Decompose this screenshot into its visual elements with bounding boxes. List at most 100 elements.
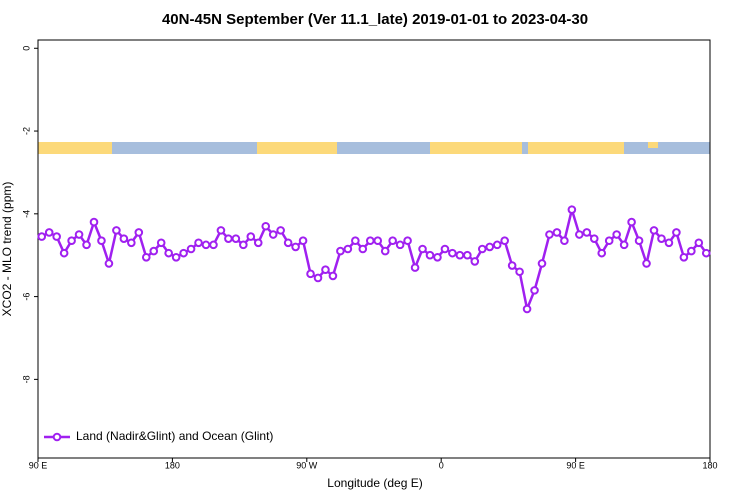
data-point <box>418 244 427 254</box>
data-point <box>522 304 532 314</box>
data-point <box>470 257 480 266</box>
y-axis-label: XCO2 - MLO trend (ppm) <box>0 182 14 317</box>
data-point <box>82 240 91 250</box>
x-tick-label: 90 E <box>29 460 48 470</box>
data-point <box>97 236 106 246</box>
y-tick-label: -2 <box>21 127 31 135</box>
data-point <box>545 230 554 239</box>
data-point <box>149 246 159 256</box>
data-point <box>194 238 203 248</box>
data-point <box>664 238 674 248</box>
data-point <box>67 236 76 246</box>
data-point <box>141 252 151 262</box>
data-point <box>59 248 69 258</box>
data-point <box>373 236 383 246</box>
data-point <box>74 230 84 239</box>
data-point <box>112 226 121 235</box>
data-point <box>156 238 166 248</box>
data-point <box>253 238 263 248</box>
data-point <box>246 232 256 241</box>
data-point <box>104 259 114 268</box>
data-point <box>612 230 621 239</box>
data-point <box>306 269 315 279</box>
data-point <box>291 242 300 252</box>
data-point <box>679 252 689 262</box>
data-point <box>388 236 397 246</box>
x-tick-label: 0 <box>439 460 444 470</box>
data-point <box>604 236 614 246</box>
y-tick-label: -6 <box>21 293 31 301</box>
x-tick-label: 90 E <box>566 460 585 470</box>
data-point <box>164 248 173 258</box>
data-point <box>657 234 666 243</box>
data-point <box>403 236 412 246</box>
data-point <box>351 236 360 246</box>
data-point <box>216 226 226 235</box>
data-point <box>477 244 487 254</box>
data-point <box>515 267 524 277</box>
data-point <box>425 250 435 260</box>
data-point <box>642 259 651 268</box>
data-point <box>186 244 196 254</box>
data-point <box>37 232 47 241</box>
data-point <box>433 252 442 262</box>
data-point <box>343 244 353 254</box>
data-point <box>530 286 539 295</box>
data-point <box>552 228 562 237</box>
data-point <box>649 226 659 235</box>
data-point <box>134 228 144 237</box>
y-tick-label: 0 <box>21 46 31 51</box>
data-point <box>455 250 465 260</box>
data-point <box>380 246 390 256</box>
data-point <box>268 230 278 239</box>
data-point <box>224 234 233 243</box>
data-point <box>298 236 308 246</box>
data-point <box>276 226 285 235</box>
x-axis-label: Longitude (deg E) <box>327 476 422 490</box>
data-point <box>567 205 577 214</box>
series-line <box>41 204 708 314</box>
legend-label: Land (Nadir&Glint) and Ocean (Glint) <box>76 429 273 443</box>
data-point <box>440 244 450 254</box>
data-point <box>127 238 136 248</box>
data-point <box>634 236 644 246</box>
data-point <box>231 234 241 243</box>
data-point <box>701 248 711 258</box>
x-tick-label: 180 <box>702 460 717 470</box>
data-point <box>463 250 472 260</box>
data-point <box>179 248 188 258</box>
data-point <box>336 246 345 256</box>
data-point <box>694 238 704 248</box>
data-point <box>500 236 509 246</box>
data-point <box>485 242 495 252</box>
data-point <box>575 230 584 239</box>
data-point <box>537 259 547 268</box>
data-point <box>395 240 405 250</box>
y-tick-label: -4 <box>21 210 31 218</box>
data-point <box>619 240 629 250</box>
surface-strip <box>38 142 710 154</box>
data-point <box>687 246 696 256</box>
data-point <box>448 248 457 258</box>
data-point <box>44 228 54 237</box>
data-point <box>589 234 599 243</box>
data-point <box>560 236 569 246</box>
data-point <box>89 217 99 227</box>
data-point <box>410 263 420 272</box>
data-point <box>358 244 368 254</box>
data-point <box>201 240 211 250</box>
data-point <box>582 228 592 237</box>
data-point <box>239 240 248 250</box>
data-point <box>209 240 218 250</box>
data-point <box>119 234 129 243</box>
data-point <box>313 273 323 283</box>
data-point <box>627 217 636 227</box>
y-tick-label: -8 <box>21 375 31 383</box>
data-point <box>261 221 271 231</box>
data-point <box>507 261 517 270</box>
data-point <box>328 271 338 281</box>
chart-title: 40N-45N September (Ver 11.1_late) 2019-0… <box>162 11 588 28</box>
legend-marker <box>52 432 62 442</box>
x-tick-label: 180 <box>165 460 180 470</box>
